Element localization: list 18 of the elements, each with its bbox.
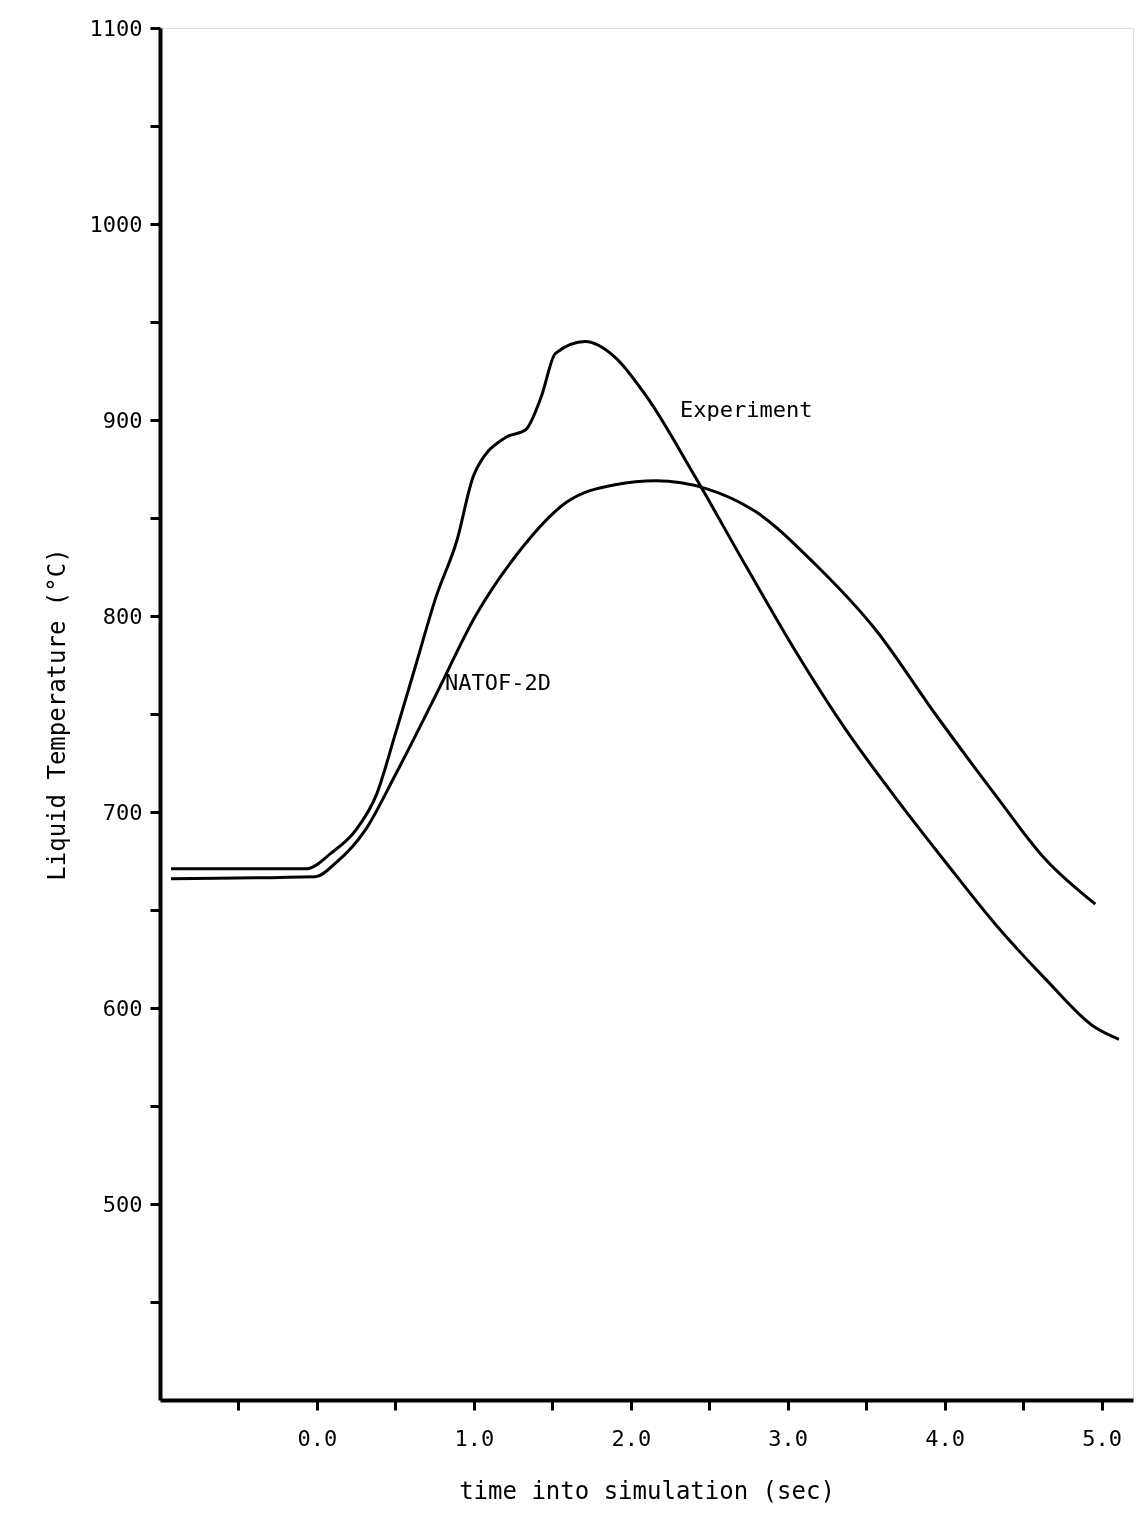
series-label: Experiment [680, 397, 813, 422]
y-tick-label: 500 [102, 1191, 143, 1217]
y-tick-label: 900 [102, 407, 143, 433]
x-tick-label: 5.0 [1082, 1425, 1122, 1451]
x-tick-label: 1.0 [454, 1425, 495, 1451]
y-tick-label: 700 [102, 799, 143, 825]
x-tick-label: 4.0 [925, 1425, 966, 1451]
series-label: NATOF-2D [445, 670, 551, 695]
x-tick-label: 2.0 [611, 1425, 652, 1451]
line-series [169, 340, 1121, 1041]
y-tick-label: 600 [102, 995, 143, 1021]
y-axis-title: Liquid Temperature (°C) [42, 548, 71, 881]
x-axis-title: time into simulation (sec) [459, 1476, 835, 1505]
y-tick-label: 1000 [89, 211, 143, 237]
y-tick-label: 800 [102, 603, 143, 629]
x-tick-label: 3.0 [768, 1425, 809, 1451]
y-tick-label: 1100 [89, 15, 143, 41]
x-tick-label: 0.0 [297, 1425, 338, 1451]
